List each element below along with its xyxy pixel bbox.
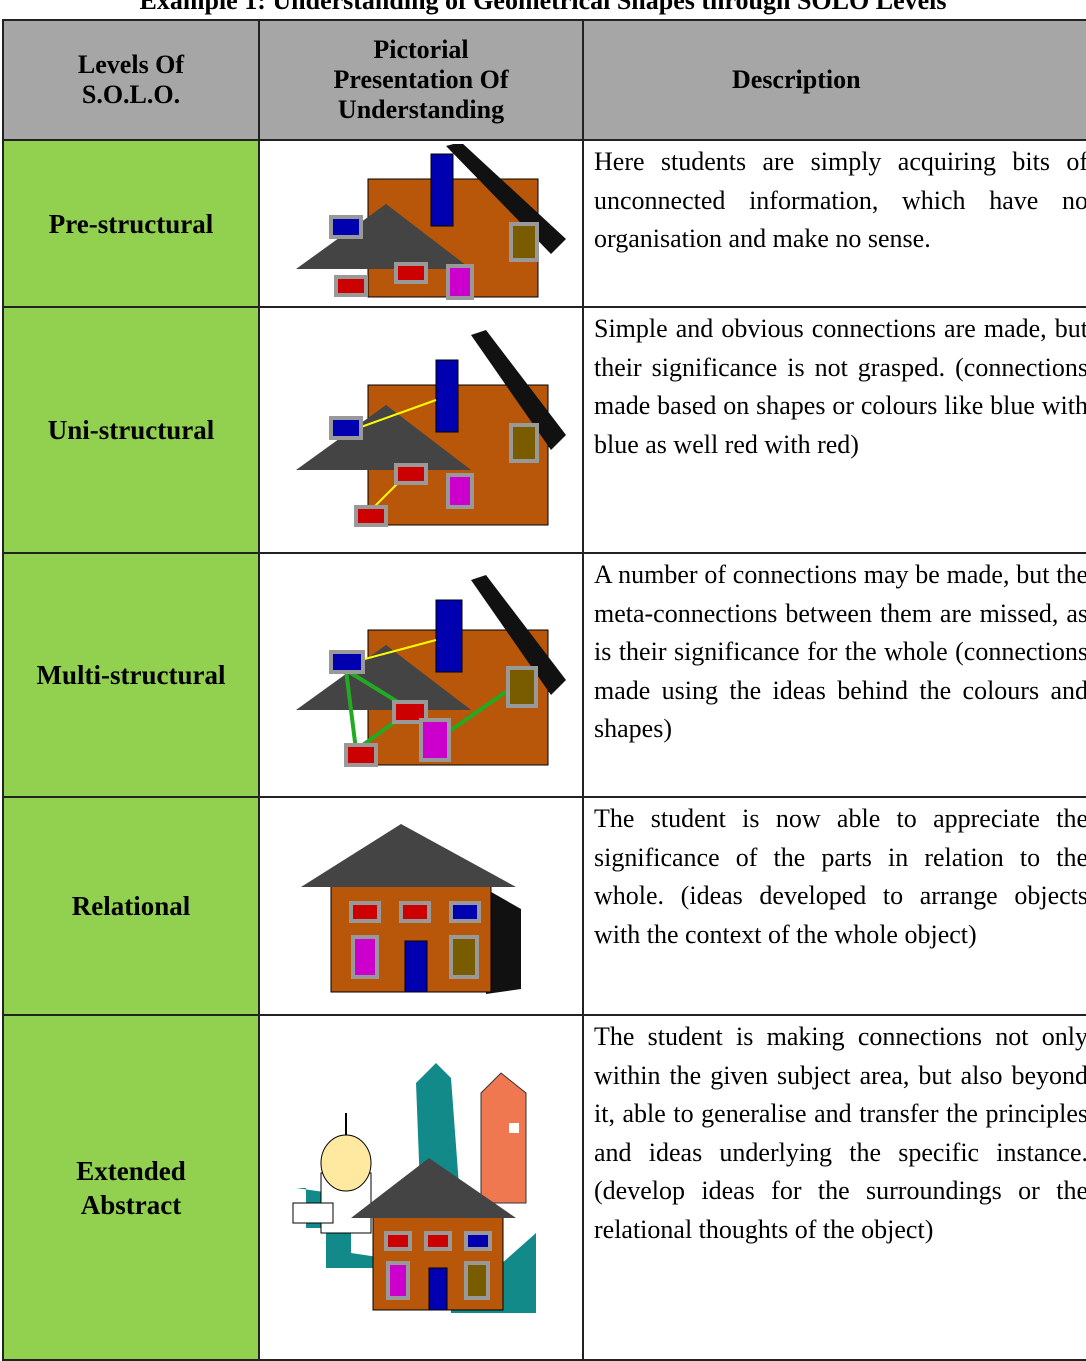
description: A number of connections may be made, but… bbox=[582, 552, 1086, 798]
description: The student is now able to appreciate th… bbox=[582, 796, 1086, 1016]
level: Relational bbox=[2, 796, 260, 1016]
description: Here students are simply acquiring bits … bbox=[582, 139, 1086, 308]
row: Extended Abstract T bbox=[2, 1014, 1086, 1361]
level: Uni-structural bbox=[2, 306, 260, 554]
description: Simple and obvious connections are made,… bbox=[582, 306, 1086, 554]
picture-multi bbox=[296, 575, 566, 767]
picture-uni bbox=[296, 330, 566, 527]
picture bbox=[258, 139, 584, 308]
title: Example 1: Understanding of Geometrical … bbox=[139, 0, 947, 15]
header: Description bbox=[582, 19, 1086, 141]
row: Pre-structural Here students are simply … bbox=[2, 139, 1086, 308]
level: Extended Abstract bbox=[2, 1014, 260, 1361]
picture-relational bbox=[301, 823, 521, 994]
description: The student is making connections not on… bbox=[582, 1014, 1086, 1361]
level: Pre-structural bbox=[2, 139, 260, 308]
row: Multi-structural A number of connections… bbox=[2, 552, 1086, 798]
header-row: Levels Of S.O.L.O. Pictorial Presentatio… bbox=[2, 19, 1086, 141]
row: Uni-structural Simple and obvious connec… bbox=[2, 306, 1086, 554]
picture bbox=[258, 1014, 584, 1361]
row: Relational The student is now able to ap… bbox=[2, 796, 1086, 1016]
picture bbox=[258, 552, 584, 798]
picture-extended bbox=[292, 1062, 536, 1313]
picture-pre bbox=[296, 143, 566, 300]
header: Levels Of S.O.L.O. bbox=[2, 19, 260, 141]
level: Multi-structural bbox=[2, 552, 260, 798]
picture bbox=[258, 306, 584, 554]
picture bbox=[258, 796, 584, 1016]
header: Pictorial Presentation Of Understanding bbox=[258, 19, 584, 141]
solo-table: Levels Of S.O.L.O. Pictorial Presentatio… bbox=[2, 19, 1086, 1361]
